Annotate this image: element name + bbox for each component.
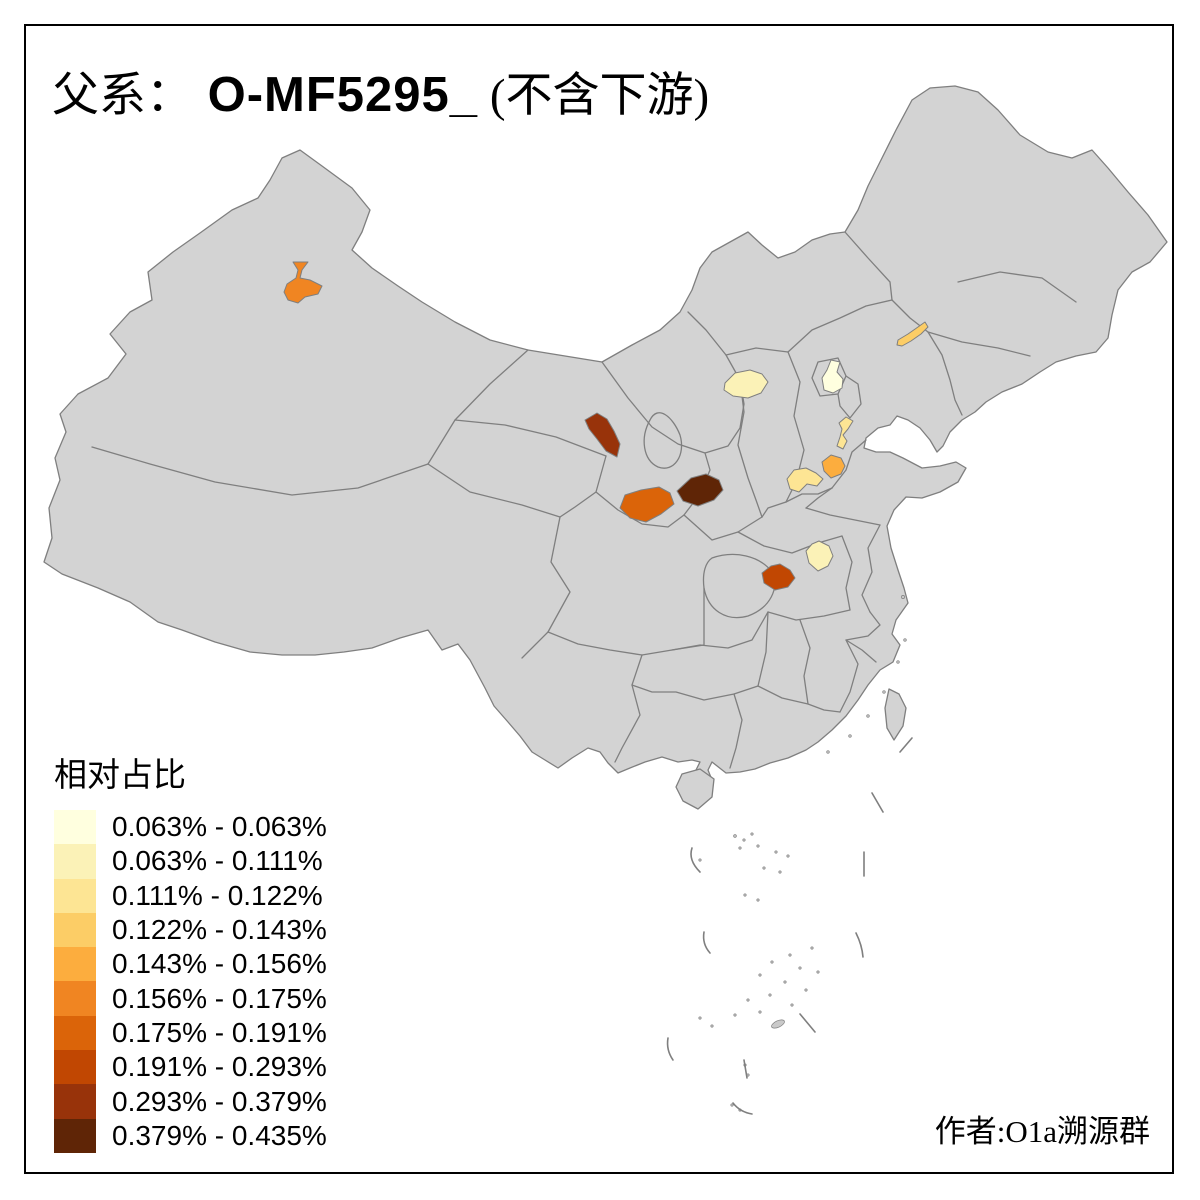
- title-haplogroup: O-MF5295_: [193, 68, 479, 122]
- province-border: [601, 311, 745, 454]
- legend-label: 0.293% - 0.379%: [112, 1085, 327, 1117]
- legend-row: 0.379% - 0.435%: [54, 1118, 327, 1153]
- province-border: [757, 611, 769, 687]
- legend-row: 0.156% - 0.175%: [54, 981, 327, 1016]
- province-border: [891, 299, 963, 416]
- legend-rows: 0.063% - 0.063% 0.063% - 0.111% 0.111% -…: [54, 810, 327, 1153]
- province-border: [725, 347, 789, 356]
- legend-label: 0.156% - 0.175%: [112, 982, 327, 1014]
- province-border: [805, 487, 833, 509]
- legend-swatch: [54, 844, 96, 879]
- map-layers: [43, 85, 1168, 1115]
- province-border: [595, 491, 685, 528]
- province-border: [837, 375, 862, 419]
- region-north-shanxi: [723, 369, 769, 399]
- region-southeast-gansu: [619, 486, 675, 523]
- region-north-hubei: [805, 540, 834, 572]
- legend-label: 0.175% - 0.191%: [112, 1016, 327, 1048]
- province-border: [729, 693, 743, 769]
- legend-label: 0.122% - 0.143%: [112, 914, 327, 946]
- legend-label: 0.379% - 0.435%: [112, 1119, 327, 1151]
- taiwan-island: [884, 688, 907, 741]
- province-border: [737, 531, 843, 554]
- legend-swatch: [54, 878, 96, 913]
- highlighted-prefectures: [283, 261, 929, 591]
- region-north-henan: [786, 467, 824, 493]
- legend-label: 0.191% - 0.293%: [112, 1051, 327, 1083]
- legend-row: 0.143% - 0.156%: [54, 947, 327, 982]
- province-border: [702, 553, 776, 619]
- sea-dash-line-segments: [666, 737, 913, 1115]
- region-northwest-shandong: [836, 416, 854, 450]
- province-border: [831, 439, 867, 489]
- map-legend: 相对占比 0.063% - 0.063% 0.063% - 0.111% 0.1…: [54, 748, 327, 1153]
- region-central-liaoning: [896, 321, 929, 347]
- province-border: [839, 639, 859, 713]
- legend-row: 0.191% - 0.293%: [54, 1050, 327, 1085]
- province-borders: [91, 231, 1077, 769]
- legend-swatch: [54, 912, 96, 948]
- legend-label: 0.063% - 0.063%: [112, 811, 327, 843]
- legend-swatch: [54, 1118, 96, 1153]
- legend-label: 0.063% - 0.111%: [112, 845, 323, 877]
- legend-row: 0.063% - 0.063%: [54, 810, 327, 845]
- province-border: [427, 349, 529, 465]
- province-border: [805, 507, 881, 526]
- province-border: [845, 611, 881, 663]
- province-border: [787, 299, 893, 353]
- legend-label: 0.143% - 0.156%: [112, 948, 327, 980]
- legend-swatch: [54, 1015, 96, 1051]
- province-border: [957, 271, 1077, 303]
- province-border: [454, 419, 607, 457]
- province-border: [521, 516, 571, 659]
- sea-islets: [698, 595, 907, 1112]
- legend-swatch: [54, 981, 96, 1016]
- region-beijing-area: [821, 359, 844, 394]
- region-southwest-shandong: [821, 454, 846, 479]
- province-border: [761, 501, 787, 518]
- province-border: [737, 379, 763, 518]
- legend-swatch: [54, 810, 96, 845]
- legend-swatch: [54, 1050, 96, 1085]
- province-border: [785, 487, 833, 503]
- legend-row: 0.175% - 0.191%: [54, 1015, 327, 1051]
- province-border: [427, 463, 561, 518]
- legend-row: 0.293% - 0.379%: [54, 1084, 327, 1119]
- legend-swatch: [54, 1084, 96, 1119]
- province-border: [927, 331, 1031, 357]
- author-credit: 作者:O1a溯源群: [934, 1114, 1150, 1149]
- province-border: [683, 514, 763, 541]
- legend-row: 0.111% - 0.122%: [54, 878, 327, 913]
- legend-swatch: [54, 947, 96, 982]
- title-prefix: 父系：: [52, 70, 193, 122]
- province-border: [767, 609, 851, 621]
- province-border: [559, 455, 607, 518]
- province-border: [614, 684, 641, 763]
- legend-label: 0.111% - 0.122%: [112, 879, 323, 911]
- region-central-gansu: [584, 412, 621, 458]
- province-border: [841, 535, 853, 611]
- province-border: [91, 446, 429, 496]
- title-suffix: (不含下游): [478, 70, 710, 122]
- province-border: [671, 611, 769, 651]
- legend-row: 0.122% - 0.143%: [54, 912, 327, 948]
- province-border: [643, 412, 683, 469]
- legend-row: 0.063% - 0.111%: [54, 844, 327, 879]
- legend-title: 相对占比: [54, 758, 186, 794]
- province-border: [844, 231, 893, 301]
- hainan-island: [675, 768, 715, 810]
- province-border: [861, 524, 881, 613]
- region-north-xinjiang: [283, 261, 323, 304]
- region-west-hubei: [761, 563, 796, 591]
- region-southwest-shaanxi: [676, 473, 724, 507]
- province-border: [799, 619, 811, 705]
- page-title: 父系： O-MF5295_ (不含下游): [52, 56, 709, 125]
